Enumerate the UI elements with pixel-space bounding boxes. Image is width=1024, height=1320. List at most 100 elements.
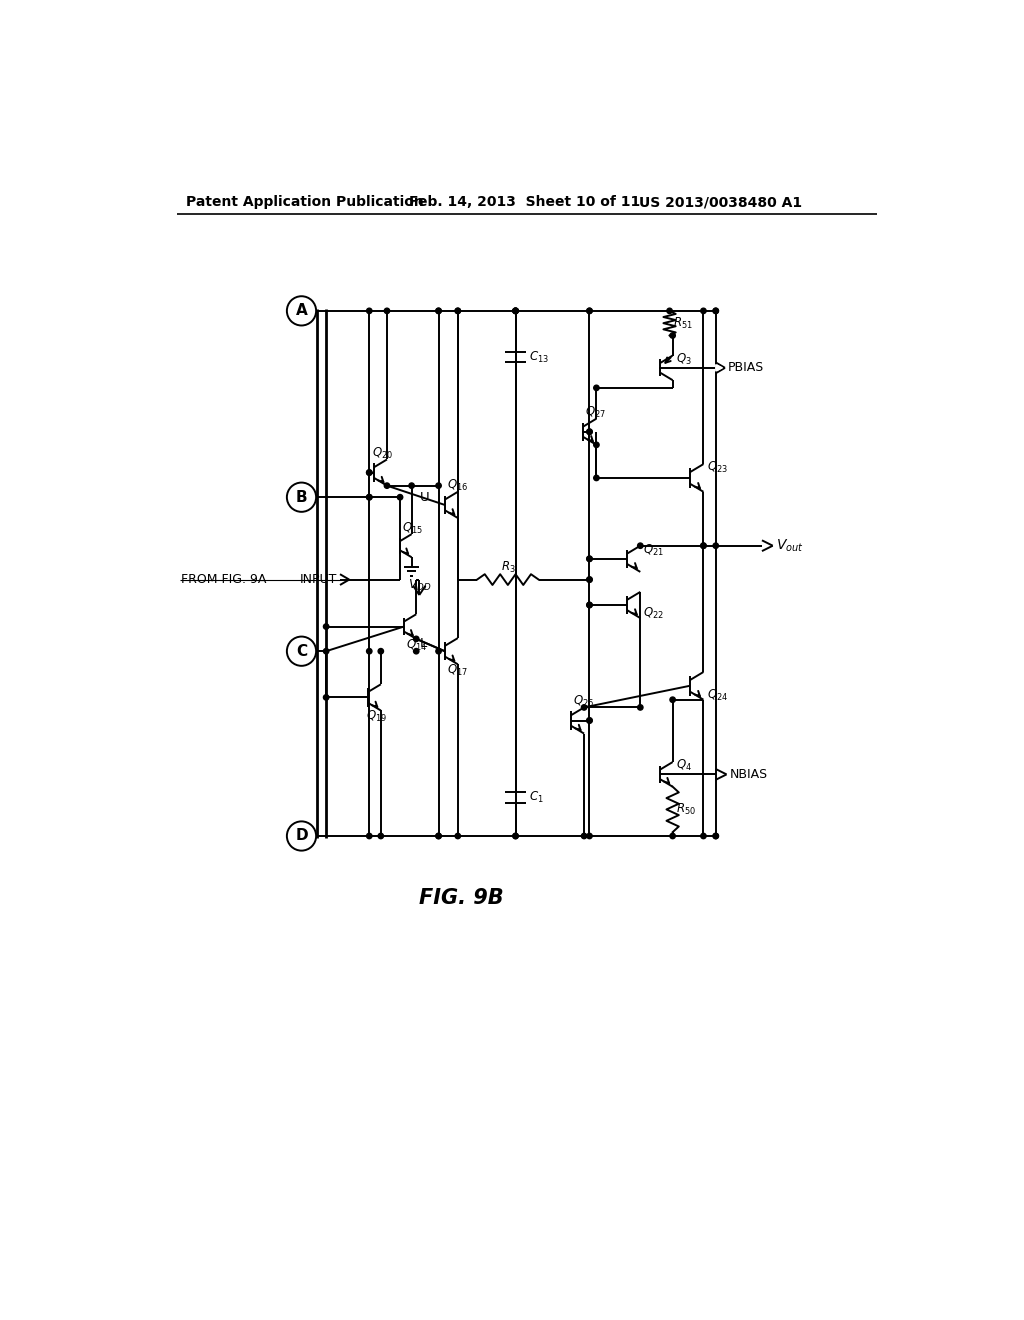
Text: $Q_{17}$: $Q_{17}$: [447, 663, 468, 678]
Circle shape: [587, 833, 592, 838]
Text: US 2013/0038480 A1: US 2013/0038480 A1: [639, 195, 802, 210]
Circle shape: [414, 648, 419, 653]
Text: C: C: [296, 644, 307, 659]
Text: NBIAS: NBIAS: [730, 768, 768, 781]
Circle shape: [436, 308, 441, 314]
Text: $Q_{21}$: $Q_{21}$: [643, 543, 665, 558]
Circle shape: [367, 308, 372, 314]
Text: B: B: [296, 490, 307, 504]
Circle shape: [397, 495, 402, 500]
Circle shape: [324, 694, 329, 700]
Circle shape: [436, 648, 441, 653]
Text: INPUT: INPUT: [300, 573, 337, 586]
Circle shape: [367, 495, 372, 500]
Text: $Q_{24}$: $Q_{24}$: [707, 688, 728, 702]
Circle shape: [700, 543, 707, 548]
Circle shape: [587, 308, 592, 314]
Text: $Q_4$: $Q_4$: [676, 758, 692, 772]
Circle shape: [594, 442, 599, 447]
Circle shape: [713, 833, 719, 838]
Circle shape: [670, 333, 676, 338]
Circle shape: [367, 495, 372, 500]
Circle shape: [324, 648, 329, 653]
Text: $C_{13}$: $C_{13}$: [528, 350, 549, 364]
Text: $Q_{15}$: $Q_{15}$: [401, 520, 423, 536]
Circle shape: [384, 483, 390, 488]
Circle shape: [436, 483, 441, 488]
Circle shape: [513, 308, 518, 314]
Circle shape: [367, 648, 372, 653]
Circle shape: [455, 833, 461, 838]
Circle shape: [638, 705, 643, 710]
Text: $Q_3$: $Q_3$: [676, 352, 691, 367]
Text: D: D: [295, 829, 308, 843]
Circle shape: [513, 308, 518, 314]
Text: $R_3$: $R_3$: [501, 560, 515, 574]
Circle shape: [587, 556, 592, 561]
Text: $C_1$: $C_1$: [528, 789, 544, 805]
Circle shape: [367, 470, 372, 475]
Text: $R_{51}$: $R_{51}$: [674, 315, 693, 331]
Text: FIG. 9B: FIG. 9B: [420, 887, 504, 908]
Text: $Q_{22}$: $Q_{22}$: [643, 606, 665, 620]
Circle shape: [587, 718, 592, 723]
Text: U: U: [420, 491, 430, 504]
Circle shape: [700, 308, 707, 314]
Circle shape: [713, 833, 719, 838]
Text: $V_{DD}$: $V_{DD}$: [408, 578, 431, 593]
Circle shape: [513, 308, 518, 314]
Circle shape: [436, 308, 441, 314]
Text: $Q_{16}$: $Q_{16}$: [447, 478, 468, 494]
Circle shape: [414, 636, 419, 642]
Circle shape: [384, 308, 390, 314]
Circle shape: [513, 833, 518, 838]
Text: FROM FIG. 9A: FROM FIG. 9A: [180, 573, 266, 586]
Circle shape: [409, 483, 415, 488]
Circle shape: [455, 308, 461, 314]
Circle shape: [670, 697, 676, 702]
Text: $V_{out}$: $V_{out}$: [776, 537, 804, 554]
Circle shape: [455, 308, 461, 314]
Circle shape: [582, 705, 587, 710]
Circle shape: [587, 308, 592, 314]
Circle shape: [587, 429, 592, 434]
Text: $Q_{27}$: $Q_{27}$: [585, 405, 606, 420]
Circle shape: [667, 308, 672, 314]
Circle shape: [670, 833, 676, 838]
Circle shape: [713, 543, 719, 548]
Text: A: A: [296, 304, 307, 318]
Text: $R_{50}$: $R_{50}$: [677, 801, 696, 817]
Circle shape: [324, 624, 329, 630]
Text: Feb. 14, 2013  Sheet 10 of 11: Feb. 14, 2013 Sheet 10 of 11: [410, 195, 641, 210]
Circle shape: [587, 577, 592, 582]
Circle shape: [367, 470, 372, 475]
Circle shape: [594, 385, 599, 391]
Text: $Q_{19}$: $Q_{19}$: [367, 709, 387, 725]
Text: PBIAS: PBIAS: [728, 362, 764, 375]
Circle shape: [587, 577, 592, 582]
Circle shape: [700, 543, 707, 548]
Circle shape: [587, 602, 592, 607]
Text: $Q_{14}$: $Q_{14}$: [407, 638, 427, 652]
Circle shape: [513, 833, 518, 838]
Circle shape: [587, 556, 592, 561]
Text: $Q_{20}$: $Q_{20}$: [373, 446, 393, 461]
Text: $Q_{23}$: $Q_{23}$: [707, 461, 727, 475]
Circle shape: [713, 308, 719, 314]
Circle shape: [594, 475, 599, 480]
Circle shape: [367, 833, 372, 838]
Circle shape: [582, 833, 587, 838]
Circle shape: [700, 833, 707, 838]
Circle shape: [587, 718, 592, 723]
Text: L: L: [420, 638, 427, 649]
Circle shape: [587, 429, 592, 434]
Circle shape: [513, 308, 518, 314]
Text: Patent Application Publication: Patent Application Publication: [186, 195, 424, 210]
Circle shape: [587, 602, 592, 607]
Circle shape: [378, 833, 384, 838]
Text: $Q_{26}$: $Q_{26}$: [572, 694, 594, 709]
Circle shape: [436, 833, 441, 838]
Circle shape: [436, 833, 441, 838]
Circle shape: [713, 308, 719, 314]
Circle shape: [638, 543, 643, 548]
